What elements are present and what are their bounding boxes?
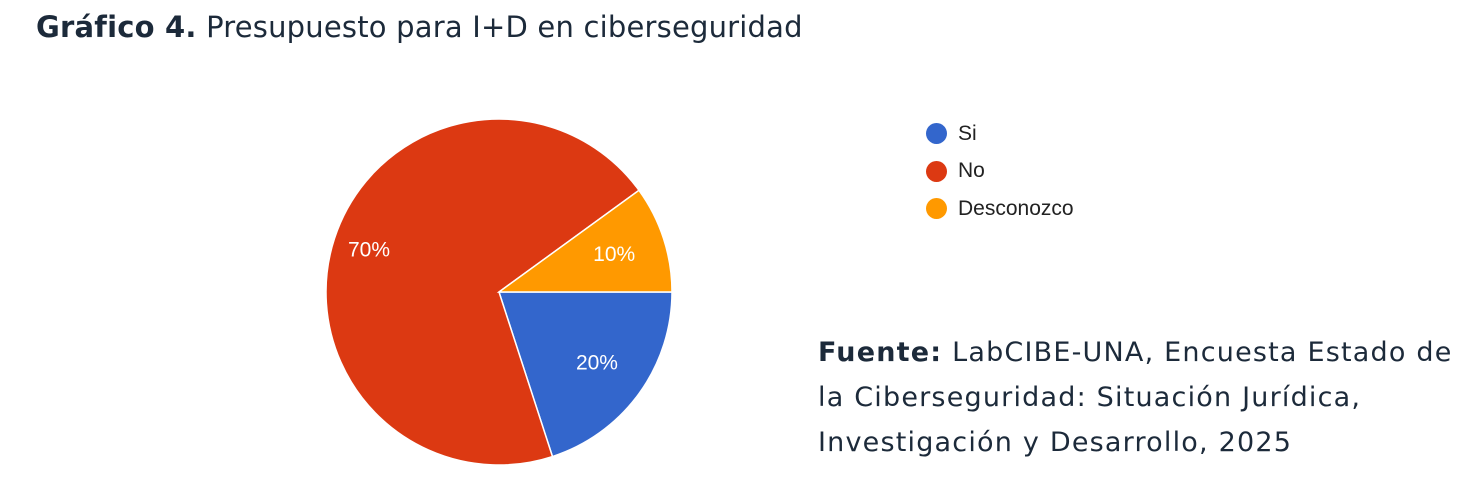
chart-title-text: Presupuesto para I+D en ciberseguridad [206,10,803,44]
pie-slice-si [497,291,673,458]
legend: Si No Desconozco [926,115,1074,228]
chart-title: Gráfico 4. Presupuesto para I+D en ciber… [36,10,803,44]
legend-item-si: Si [926,115,1074,153]
legend-item-desconozco: Desconozco [926,190,1074,228]
pie-slice-desconozco [496,189,673,293]
pie-label-si: 20% [576,352,618,375]
pie-slice-no [325,118,641,466]
legend-swatch-desconozco [926,198,947,220]
legend-label-si: Si [958,121,977,145]
source-label: Fuente: [818,337,943,368]
legend-swatch-no [926,160,947,182]
pie-label-no: 70% [348,238,390,261]
pie-label-desconozco: 10% [593,243,635,266]
source-text: LabCIBE-UNA, Encuesta Estado de la Ciber… [818,337,1453,458]
legend-label-no: No [958,159,985,183]
chart-title-bold: Gráfico 4. [36,10,197,44]
source-note: Fuente: LabCIBE-UNA, Encuesta Estado de … [818,330,1468,465]
legend-swatch-si [926,123,947,145]
legend-label-desconozco: Desconozco [958,196,1074,220]
legend-item-no: No [926,153,1074,191]
